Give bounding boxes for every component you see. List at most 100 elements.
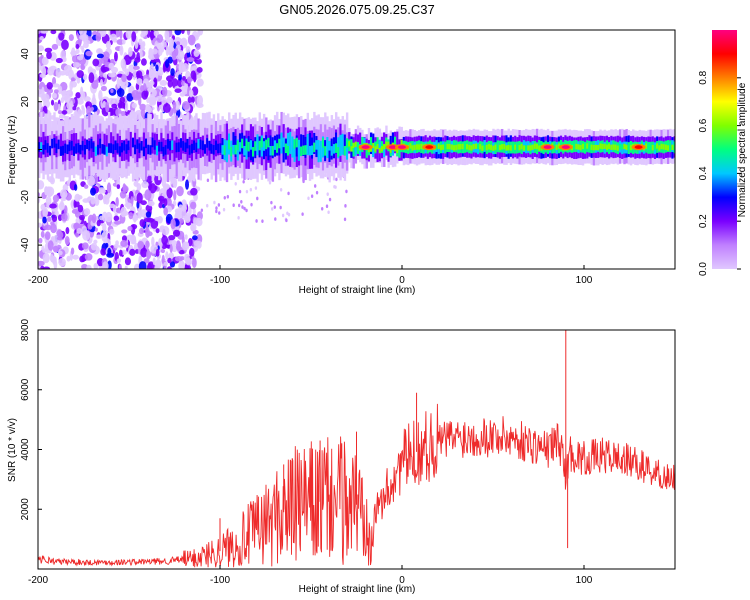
noise-cell — [218, 211, 221, 215]
ridge-cell — [588, 144, 591, 151]
noise-cell — [178, 74, 182, 81]
noise-cell — [44, 47, 53, 53]
ridge-cell — [252, 147, 255, 157]
noise-cell — [145, 250, 152, 260]
noise-cell — [128, 212, 134, 220]
ridge-cell — [219, 143, 222, 153]
noise-cell — [148, 69, 156, 79]
ridge-cell — [653, 144, 657, 151]
noise-cell — [215, 209, 218, 214]
noise-cell — [70, 50, 78, 56]
ridge-cell — [354, 141, 358, 147]
noise-cell — [121, 210, 129, 216]
ridge-cell — [75, 143, 78, 154]
ridge-cell — [509, 145, 513, 151]
ridge-cell — [555, 144, 559, 151]
noise-cell — [125, 30, 132, 40]
noise-cell — [146, 106, 152, 113]
ridge-cell — [188, 145, 192, 155]
noise-cell — [196, 67, 203, 73]
noise-cell — [163, 198, 168, 207]
ridge-cell — [66, 144, 69, 155]
ridge-cell — [448, 143, 451, 150]
ridge-cell — [669, 143, 672, 149]
noise-cell — [55, 68, 62, 78]
ridge-cell — [179, 138, 183, 160]
ridge-cell — [599, 143, 602, 149]
noise-cell — [274, 217, 277, 221]
ridge-cell — [581, 143, 585, 150]
ridge-cell — [286, 146, 290, 156]
noise-cell — [217, 203, 221, 207]
noise-cell — [136, 78, 143, 85]
spectrogram-x-label: Height of straight line (km) — [299, 285, 416, 296]
ridge-cell — [105, 135, 109, 157]
ridge-cell — [203, 144, 207, 154]
ridge-cell — [313, 142, 316, 153]
noise-cell — [119, 101, 126, 109]
spectrogram-x-tick-label: -200 — [28, 275, 48, 286]
ridge-cell — [83, 144, 87, 155]
ridge-cell — [535, 143, 539, 150]
noise-cell — [92, 58, 100, 67]
noise-cell — [153, 77, 158, 88]
noise-cell — [158, 47, 163, 56]
colorbar-ticks: 0.0 0.2 0.4 0.6 0.8 — [698, 70, 741, 276]
spectrogram-y-label: Frequency (Hz) — [7, 116, 18, 185]
noise-cell — [86, 105, 92, 116]
noise-cell — [72, 62, 81, 68]
ridge-cell — [610, 144, 613, 150]
ridge-cell — [328, 140, 331, 162]
noise-cell — [180, 30, 185, 35]
spectrogram-x-tick-label: 100 — [576, 275, 593, 286]
snr-y-tick-label: 2000 — [20, 498, 31, 521]
noise-cell — [85, 50, 93, 57]
ridge-cell — [612, 144, 615, 150]
noise-cell — [178, 204, 183, 209]
ridge-cell — [459, 144, 462, 150]
noise-cell — [334, 185, 337, 189]
ridge-cell — [658, 145, 661, 151]
ridge-cell — [461, 143, 465, 150]
noise-cell — [116, 184, 121, 189]
snr-x-tick-label: -100 — [210, 575, 230, 586]
noise-cell — [63, 205, 68, 215]
noise-cell — [186, 57, 195, 62]
ridge-cell — [306, 145, 310, 156]
ridge-cell — [662, 144, 666, 150]
ridge-cell — [145, 138, 148, 149]
ridge-cell — [345, 138, 349, 148]
ridge-cell — [169, 140, 172, 151]
ridge-cell — [46, 143, 50, 153]
noise-cell — [165, 98, 174, 104]
ridge-cell — [666, 145, 670, 151]
snr-x-tick-label: -200 — [28, 575, 48, 586]
noise-cell — [58, 257, 66, 267]
ridge-cell — [308, 133, 312, 155]
colorbar-tick-label: 0.4 — [698, 166, 709, 180]
noise-cell — [186, 76, 192, 84]
ridge-cell — [601, 143, 604, 150]
noise-cell — [325, 204, 329, 209]
ridge-cell — [557, 143, 561, 149]
noise-cell — [113, 220, 122, 225]
noise-cell — [162, 63, 166, 73]
ridge-cell — [396, 147, 399, 154]
noise-cell — [285, 218, 288, 223]
noise-cell — [237, 203, 241, 208]
ridge-cell — [136, 139, 139, 149]
ridge-cell — [173, 143, 176, 154]
noise-cell — [245, 189, 249, 194]
noise-cell — [100, 56, 108, 65]
ridge-cell — [511, 144, 515, 150]
noise-cell — [226, 194, 230, 199]
ridge-cell — [649, 144, 652, 150]
noise-cell — [115, 196, 119, 207]
noise-cell — [113, 98, 120, 105]
ridge-cell — [444, 143, 447, 150]
ridge-cell — [158, 141, 161, 152]
colorbar-tick-label: 0.8 — [698, 70, 709, 84]
noise-cell — [320, 206, 324, 211]
noise-cell — [155, 259, 162, 269]
noise-cell — [52, 194, 60, 203]
